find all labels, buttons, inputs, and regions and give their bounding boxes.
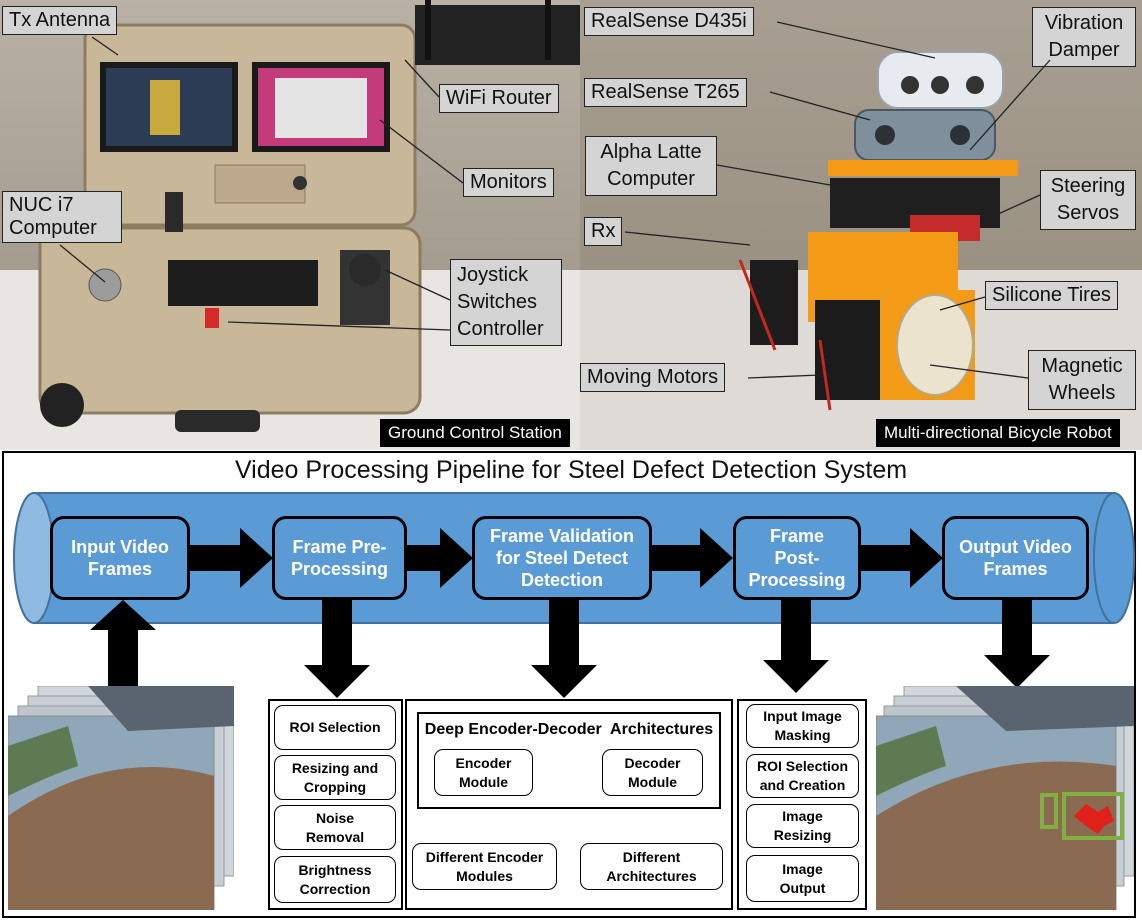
output-frames-image	[876, 686, 1134, 910]
post-item-image-output: Image Output	[746, 855, 859, 902]
label-steering-servos: Steering Servos	[1040, 170, 1136, 230]
stage-output-video-frames: Output Video Frames	[942, 516, 1089, 600]
post-item-roi-selection-creation: ROI Selection and Creation	[746, 754, 859, 798]
label-moving-motors: Moving Motors	[580, 363, 726, 392]
pipeline-panel-frame	[2, 451, 1136, 918]
pre-item-noise-removal: Noise Removal	[274, 805, 396, 850]
encoder-module: Encoder Module	[434, 749, 533, 796]
label-joystick: Joystick Switches Controller	[450, 259, 562, 346]
caption-robot: Multi-directional Bicycle Robot	[876, 419, 1120, 447]
stage-frame-post-processing: Frame Post-Processing	[733, 516, 861, 600]
pre-item-resizing-cropping: Resizing and Cropping	[274, 755, 396, 800]
label-nuc: NUC i7 Computer	[2, 191, 122, 243]
encoder-decoder-frame	[417, 712, 721, 809]
stage-input-video-frames: Input Video Frames	[50, 516, 190, 600]
input-frames-image	[8, 686, 234, 910]
label-vibration-damper: Vibration Damper	[1032, 7, 1136, 67]
label-silicone-tires: Silicone Tires	[985, 281, 1118, 310]
stage-frame-pre-processing: Frame Pre-Processing	[272, 516, 407, 600]
post-item-image-resizing: Image Resizing	[746, 804, 859, 848]
label-rx: Rx	[584, 217, 623, 246]
post-item-input-image-masking: Input Image Masking	[746, 704, 859, 748]
label-tx-antenna: Tx Antenna	[2, 6, 118, 35]
pre-item-roi-selection: ROI Selection	[274, 705, 396, 750]
encoder-decoder-heading: Deep Encoder-Decoder Architectures	[424, 721, 714, 738]
different-encoder-modules: Different Encoder Modules	[412, 843, 557, 890]
caption-ground-station: Ground Control Station	[380, 419, 570, 447]
different-architectures: Different Architectures	[580, 843, 723, 890]
callout-leader-lines	[59, 21, 1051, 379]
stage-frame-validation: Frame Validation for Steel Detect Detect…	[472, 516, 652, 600]
label-realsense-t265: RealSense T265	[584, 78, 747, 107]
decoder-module: Decoder Module	[602, 749, 703, 796]
label-alpha-latte: Alpha Latte Computer	[585, 136, 717, 196]
label-wifi-router: WiFi Router	[439, 84, 559, 113]
label-monitors: Monitors	[463, 168, 554, 197]
pre-item-brightness-correction: Brightness Correction	[274, 856, 396, 903]
pipeline-title: Video Processing Pipeline for Steel Defe…	[234, 456, 908, 484]
label-magnetic-wheels: Magnetic Wheels	[1028, 350, 1136, 410]
label-realsense-d435i: RealSense D435i	[584, 7, 754, 36]
